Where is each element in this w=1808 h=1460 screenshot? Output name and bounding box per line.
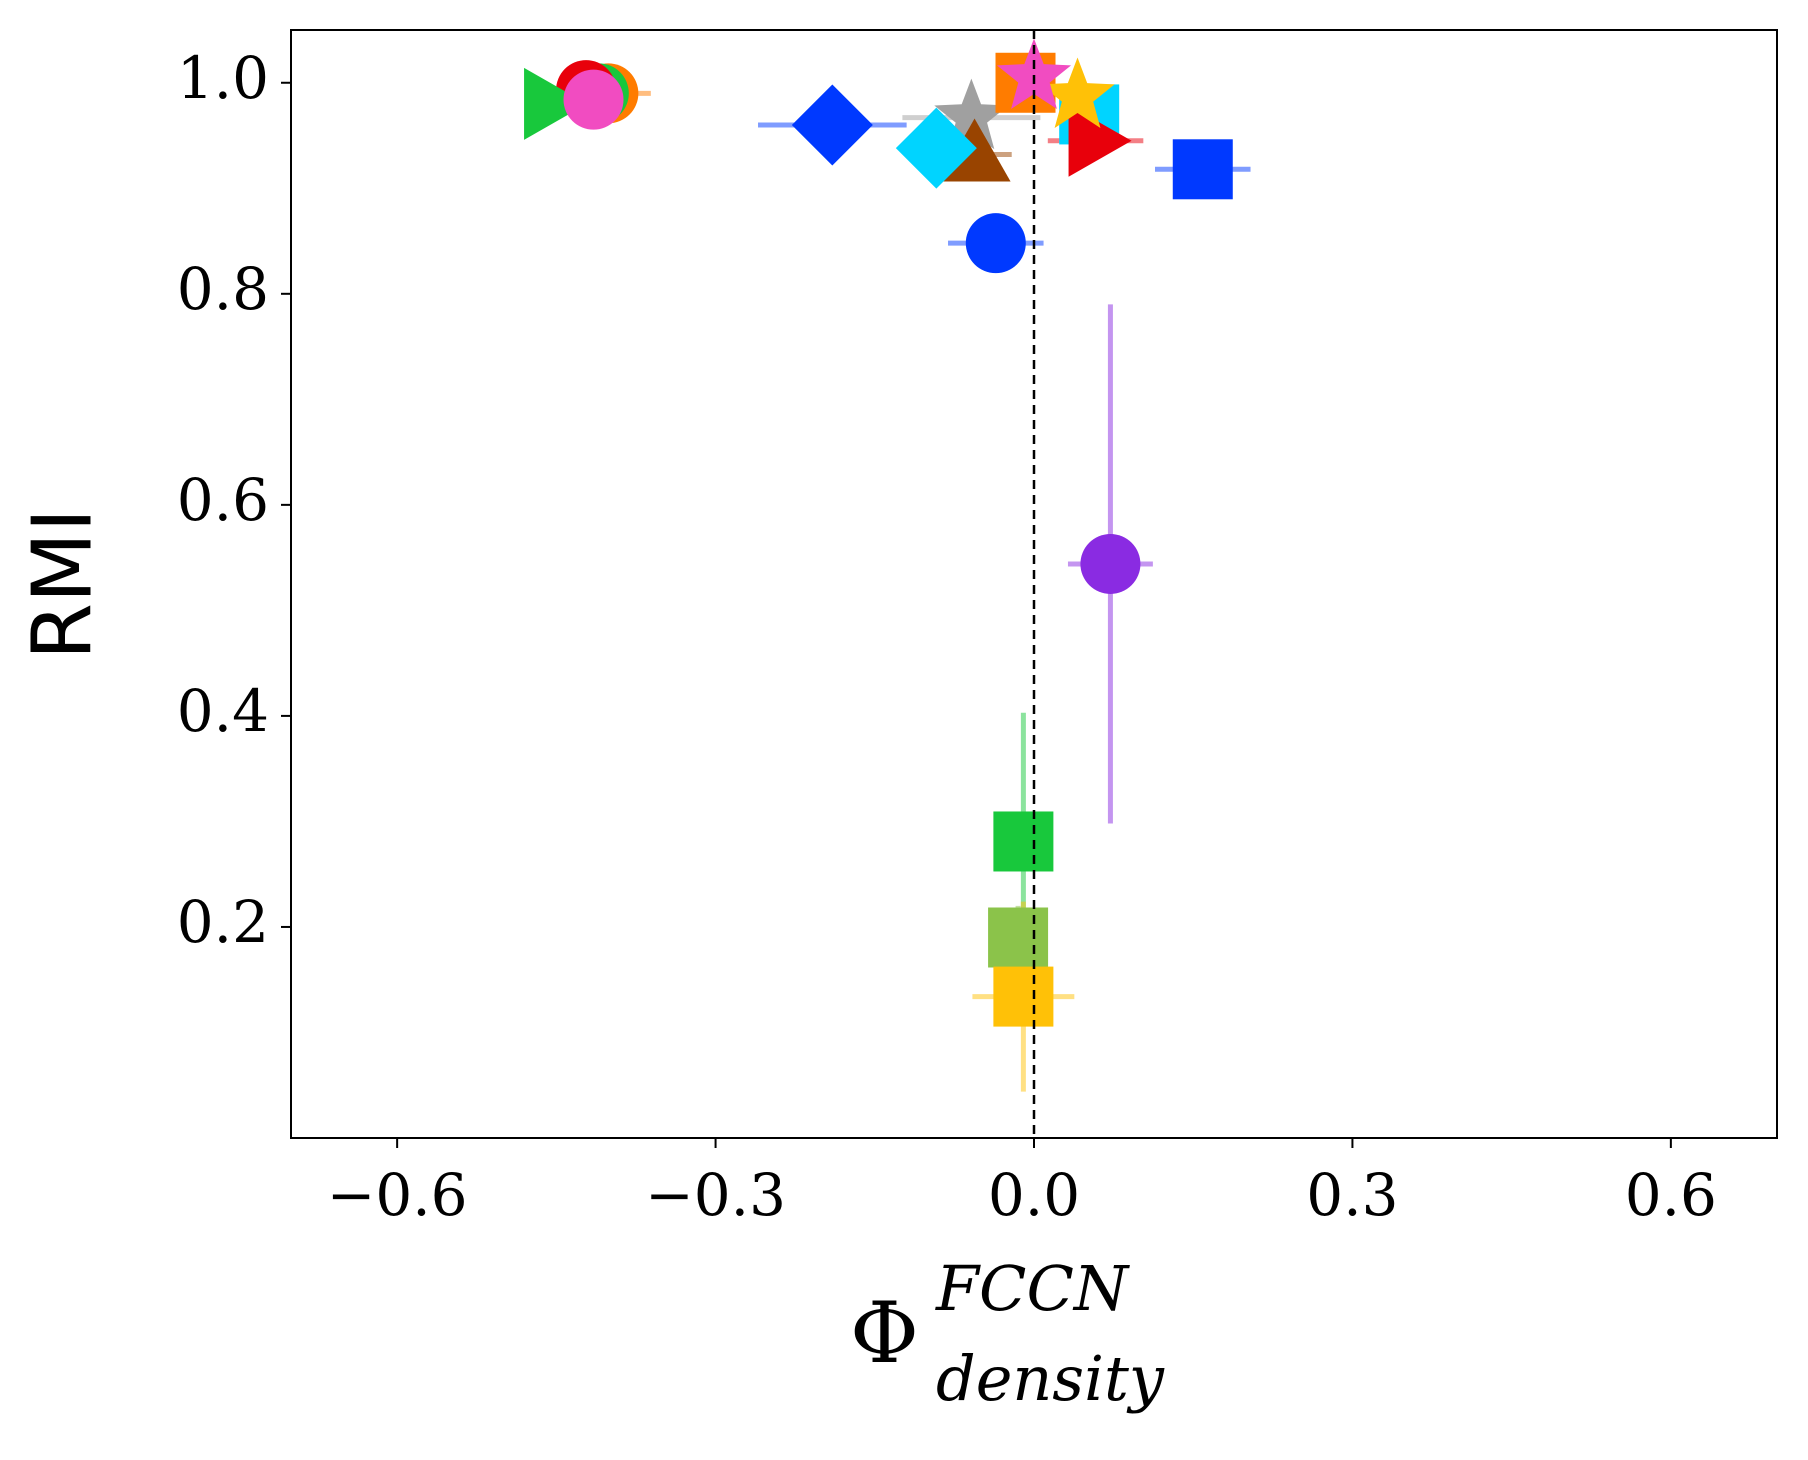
point [895, 107, 977, 189]
plot-area [524, 38, 1251, 1092]
point [1080, 533, 1141, 594]
point [996, 38, 1072, 110]
point [524, 67, 588, 140]
x-label-sup: FCCN [935, 1252, 1131, 1325]
point [934, 78, 1009, 150]
point [965, 213, 1026, 274]
point [1040, 57, 1115, 129]
point [993, 811, 1054, 872]
point [993, 966, 1054, 1027]
x-tick-label: 0.6 [1625, 1161, 1717, 1229]
point [988, 907, 1049, 968]
x-axis-label: Φ FCCN density [850, 1252, 1165, 1415]
point [791, 84, 873, 166]
plot-frame [290, 29, 1778, 1139]
x-tick-label: −0.6 [327, 1161, 468, 1229]
y-tick-label: 0.4 [177, 677, 269, 745]
y-tick-label: 0.2 [177, 888, 269, 956]
y-tick-label: 0.8 [177, 255, 269, 323]
x-label-base: Φ [850, 1284, 919, 1382]
x-label-sub: density [936, 1342, 1165, 1415]
point [1172, 139, 1233, 200]
y-tick-label: 1.0 [177, 44, 269, 112]
y-axis-label: RMI [15, 508, 110, 660]
x-tick-label: −0.3 [645, 1161, 786, 1229]
point [1068, 104, 1132, 177]
x-tick-label: 0.0 [988, 1161, 1080, 1229]
y-tick-label: 0.6 [177, 466, 269, 534]
x-tick-label: 0.3 [1306, 1161, 1398, 1229]
point [563, 69, 624, 130]
